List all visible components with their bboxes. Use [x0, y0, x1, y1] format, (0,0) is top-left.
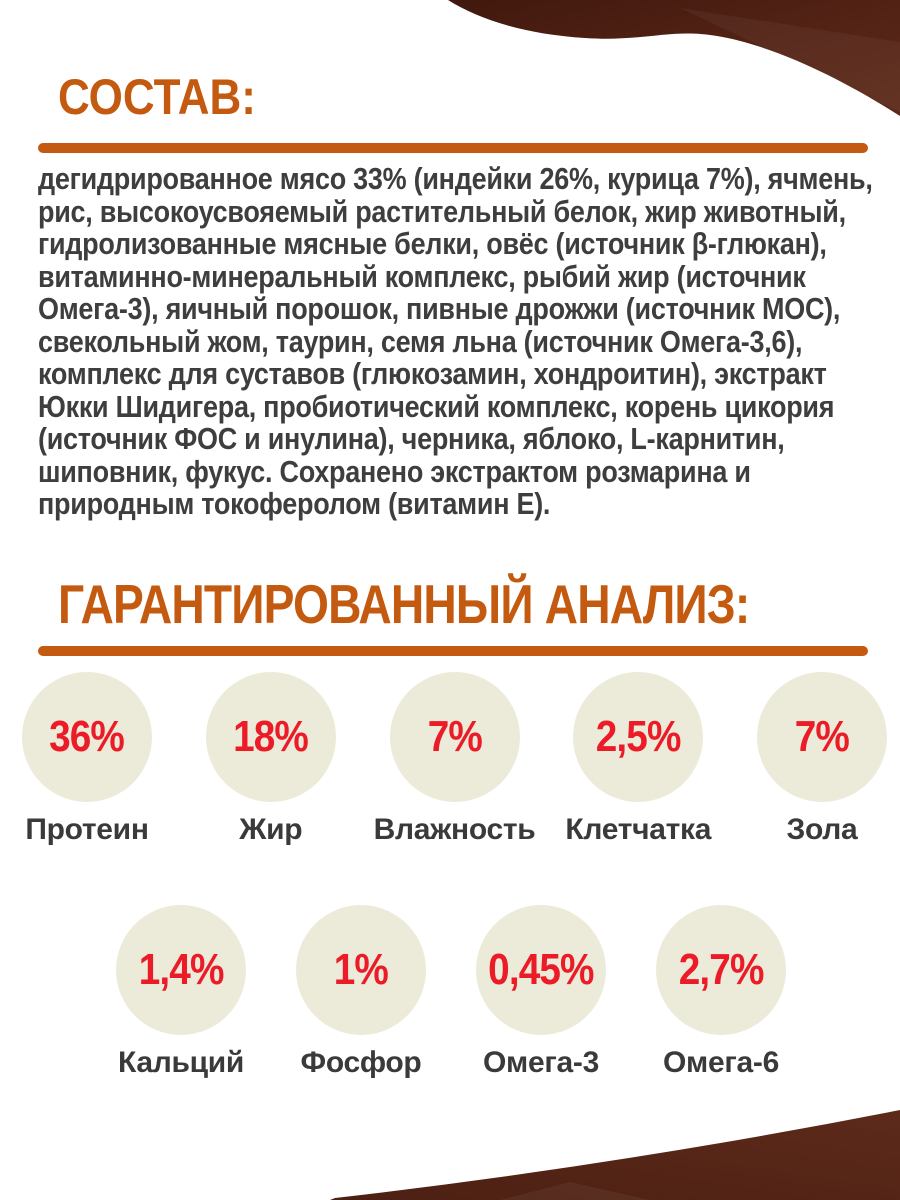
stat-label: Фосфор — [300, 1046, 422, 1079]
stat-value: 1% — [333, 945, 389, 994]
stat-value: 36% — [49, 712, 126, 761]
stat-value: 18% — [233, 712, 309, 761]
analysis-row-2: 1,4% Кальций 1% Фосфор 0,45% Омега-3 2,7… — [116, 905, 786, 1080]
stat-circle: 2,5% — [573, 672, 704, 802]
stat-protein: 36% Протеин — [22, 672, 152, 847]
stat-value: 7% — [794, 712, 850, 761]
stat-label: Протеин — [25, 813, 149, 846]
stat-label: Жир — [239, 813, 303, 846]
stat-calcium: 1,4% Кальций — [116, 905, 246, 1080]
stat-label: Омега-6 — [663, 1046, 779, 1079]
stat-circle: 1,4% — [116, 905, 246, 1035]
stat-circle: 36% — [22, 672, 152, 802]
top-right-wave-decoration — [448, 0, 900, 116]
divider-line-top — [38, 143, 868, 153]
stat-omega6: 2,7% Омега-6 — [656, 905, 786, 1080]
stat-ash: 7% Зола — [757, 672, 887, 847]
stat-label: Зола — [786, 813, 858, 846]
stat-value: 0,45% — [488, 945, 594, 994]
stat-label: Омега-3 — [483, 1046, 599, 1079]
analysis-row-1: 36% Протеин 18% Жир 7% Влажность 2,5% Кл… — [22, 672, 887, 847]
stat-label: Влажность — [373, 813, 536, 846]
stat-value: 2,5% — [595, 712, 682, 761]
stat-circle: 0,45% — [476, 905, 606, 1035]
stat-circle: 2,7% — [656, 905, 786, 1035]
stat-phosphorus: 1% Фосфор — [296, 905, 426, 1080]
stat-omega3: 0,45% Омега-3 — [476, 905, 606, 1080]
composition-title: СОСТАВ: — [58, 69, 256, 125]
analysis-title: ГАРАНТИРОВАННЫЙ АНАЛИЗ: — [58, 573, 750, 635]
stat-circle: 1% — [296, 905, 426, 1035]
stat-fiber: 2,5% Клетчатка — [565, 672, 711, 847]
composition-text: дегидрированное мясо 33% (индейки 26%, к… — [38, 162, 873, 521]
bottom-right-wave-decoration — [330, 1110, 900, 1200]
stat-value: 2,7% — [678, 945, 765, 994]
stat-label: Клетчатка — [565, 813, 712, 846]
divider-line-analysis — [38, 646, 868, 656]
stat-value: 7% — [427, 712, 482, 761]
stat-moisture: 7% Влажность — [374, 672, 536, 847]
stat-circle: 7% — [757, 672, 887, 802]
stat-value: 1,4% — [138, 945, 225, 994]
stat-circle: 7% — [389, 672, 520, 802]
stat-circle: 18% — [205, 672, 336, 802]
stat-fat: 18% Жир — [205, 672, 336, 847]
stat-label: Кальций — [117, 1046, 245, 1079]
